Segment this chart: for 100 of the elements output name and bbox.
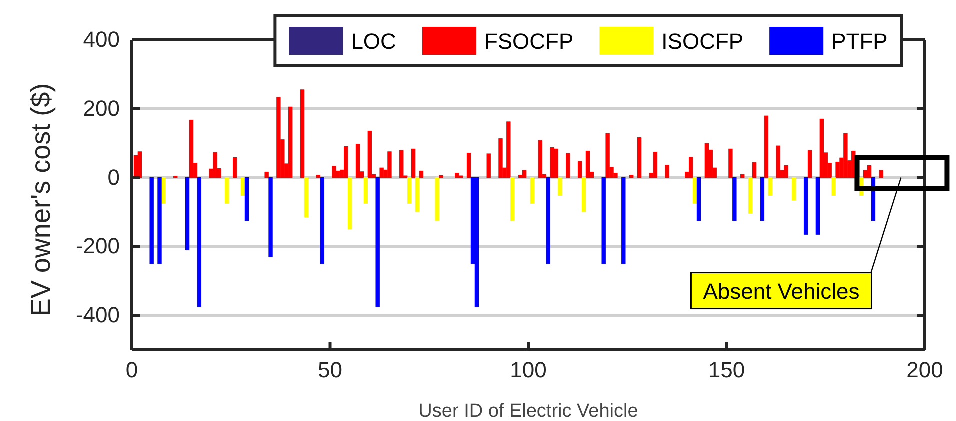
bar bbox=[138, 152, 142, 178]
bar bbox=[760, 177, 765, 222]
y-tick-label: -400 bbox=[76, 302, 120, 328]
bar bbox=[240, 177, 246, 196]
bar bbox=[150, 177, 154, 264]
bar bbox=[820, 118, 824, 178]
x-tick-label: 100 bbox=[510, 358, 547, 383]
bar bbox=[276, 97, 281, 178]
bar bbox=[225, 177, 230, 204]
bar bbox=[506, 122, 511, 178]
bar bbox=[380, 168, 384, 178]
bar bbox=[498, 138, 503, 178]
bar bbox=[435, 177, 440, 222]
bar bbox=[622, 177, 626, 264]
bar bbox=[637, 138, 642, 178]
bar bbox=[213, 152, 218, 178]
bar bbox=[158, 177, 162, 264]
bar bbox=[804, 177, 808, 235]
y-tick-label: 400 bbox=[83, 27, 120, 52]
bar bbox=[844, 133, 848, 178]
bar bbox=[364, 177, 368, 204]
bar bbox=[466, 153, 472, 178]
bar bbox=[400, 150, 404, 178]
y-tick-label: 200 bbox=[83, 96, 120, 121]
bar bbox=[832, 177, 836, 196]
bar bbox=[768, 177, 772, 196]
bar bbox=[792, 177, 796, 201]
bar bbox=[776, 146, 780, 178]
bar bbox=[752, 162, 757, 178]
bar bbox=[332, 166, 336, 178]
bar bbox=[304, 177, 309, 218]
bar bbox=[530, 177, 535, 204]
annotation: Absent Vehicles bbox=[703, 278, 860, 304]
bar bbox=[300, 90, 305, 178]
bar bbox=[439, 175, 444, 178]
bar bbox=[522, 170, 527, 178]
x-tick-label: 200 bbox=[906, 358, 944, 383]
x-tick-label: 50 bbox=[318, 358, 342, 383]
bar bbox=[288, 106, 293, 178]
bar bbox=[692, 177, 698, 204]
bar bbox=[784, 165, 788, 178]
bar bbox=[197, 177, 202, 308]
bar bbox=[836, 162, 840, 178]
bar bbox=[867, 165, 872, 178]
bar bbox=[606, 133, 610, 178]
y-axis-title: EV owner's cost ($) bbox=[26, 83, 56, 317]
bar bbox=[582, 177, 586, 212]
bar bbox=[546, 177, 550, 264]
bar bbox=[764, 116, 768, 178]
bar bbox=[162, 177, 166, 204]
bar bbox=[558, 177, 562, 196]
bar bbox=[486, 154, 491, 178]
x-tick-label: 150 bbox=[708, 358, 746, 383]
x-axis-title: User ID of Electric Vehicle bbox=[418, 401, 638, 421]
bar bbox=[316, 175, 320, 178]
bar bbox=[653, 152, 658, 178]
bar bbox=[879, 170, 884, 178]
bar bbox=[244, 177, 250, 222]
bar bbox=[376, 177, 380, 308]
bar bbox=[566, 153, 570, 178]
bar bbox=[510, 177, 515, 222]
y-tick-label: 0 bbox=[108, 164, 120, 190]
x-tick-label: 0 bbox=[126, 358, 138, 383]
legend-label: PTFP bbox=[832, 29, 888, 54]
bar bbox=[419, 170, 424, 178]
y-tick-label: -200 bbox=[76, 234, 120, 259]
bar bbox=[538, 140, 542, 178]
bar bbox=[411, 148, 416, 178]
bar bbox=[816, 177, 820, 235]
legend-label: ISOCFP bbox=[662, 29, 744, 54]
bar bbox=[189, 120, 194, 178]
bar bbox=[578, 161, 582, 178]
bar bbox=[268, 177, 273, 258]
bar bbox=[415, 177, 420, 212]
bar bbox=[630, 175, 634, 178]
bar bbox=[732, 177, 737, 222]
bar bbox=[550, 148, 554, 178]
bar bbox=[586, 150, 590, 178]
bar bbox=[728, 148, 733, 178]
bar bbox=[407, 177, 412, 204]
bar bbox=[665, 165, 670, 178]
bar bbox=[356, 144, 360, 178]
bar bbox=[320, 177, 324, 264]
bar bbox=[348, 177, 352, 230]
bar bbox=[344, 146, 348, 178]
bar bbox=[602, 177, 606, 264]
bar bbox=[696, 177, 702, 222]
bar bbox=[233, 158, 238, 178]
legend-label: FSOCFP bbox=[484, 29, 574, 54]
bar bbox=[740, 174, 745, 178]
bar bbox=[688, 157, 694, 178]
bar bbox=[808, 150, 812, 178]
bar bbox=[748, 177, 753, 214]
bar bbox=[185, 177, 190, 250]
bar bbox=[554, 148, 558, 178]
bar bbox=[264, 172, 269, 178]
bar bbox=[704, 143, 710, 178]
bar bbox=[474, 177, 480, 308]
bar bbox=[455, 173, 460, 178]
legend-label: LOC bbox=[351, 29, 397, 54]
